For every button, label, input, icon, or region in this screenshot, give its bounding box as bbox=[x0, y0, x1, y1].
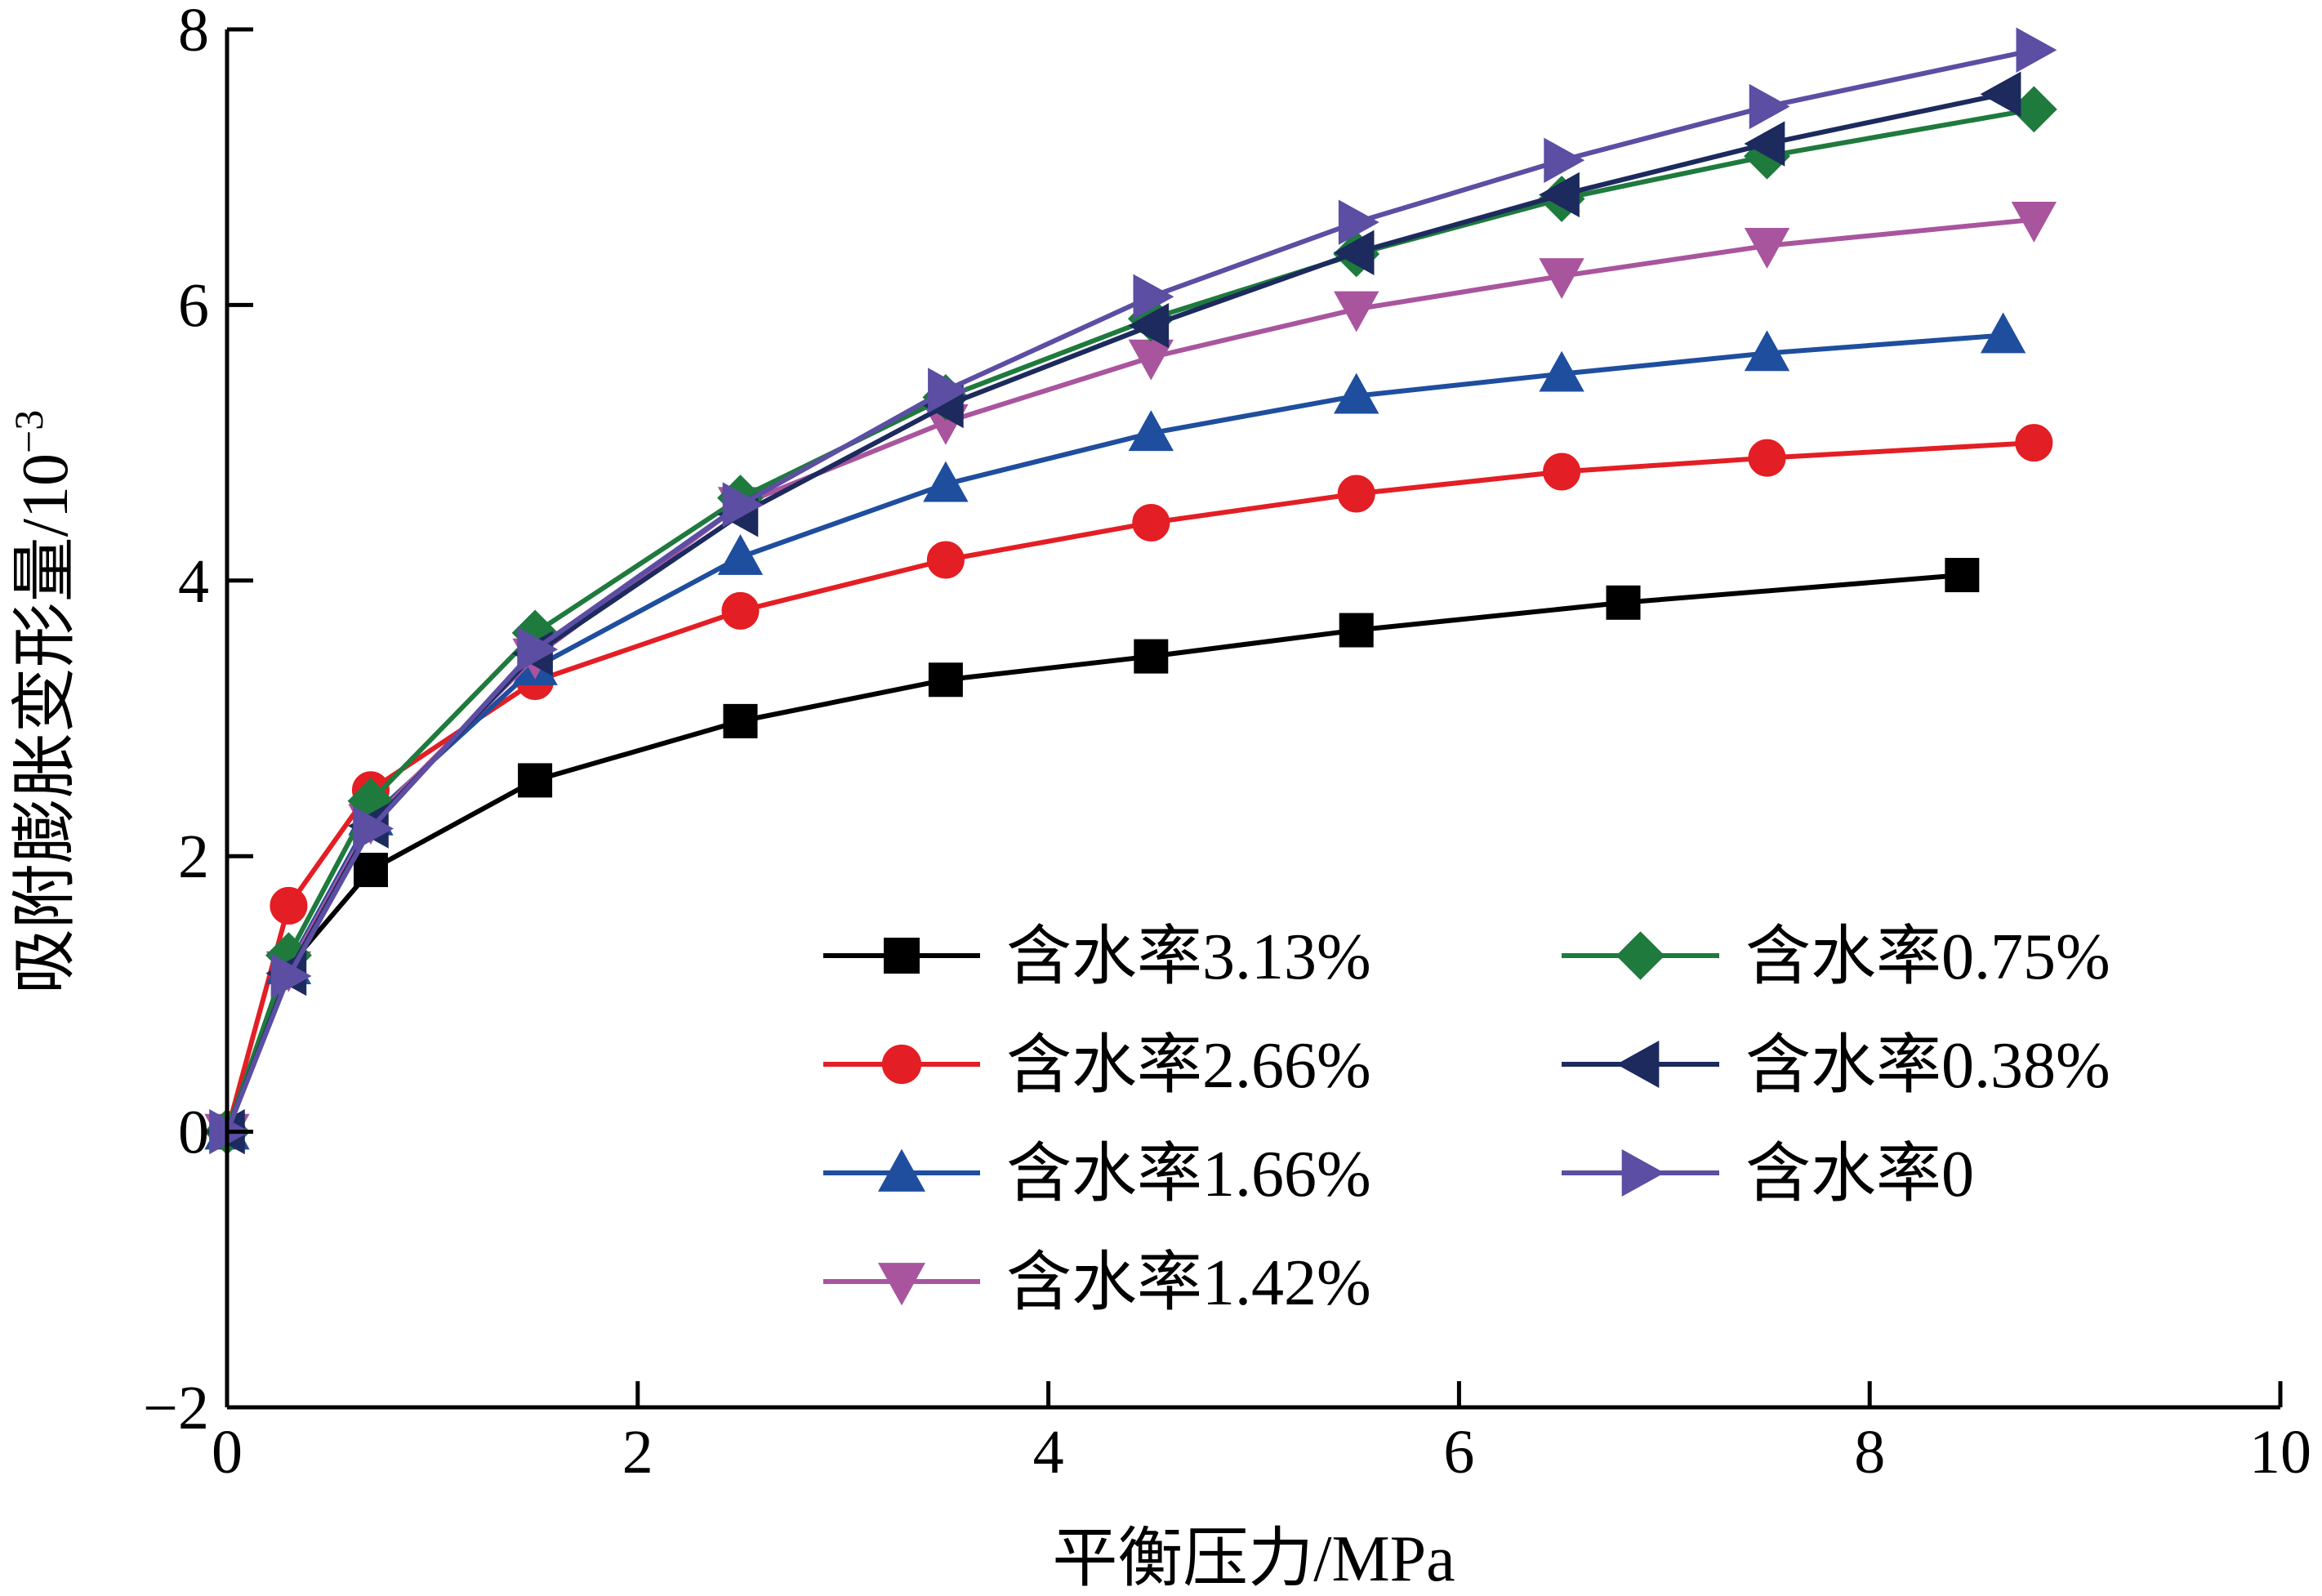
y-axis-label-text: 吸附膨胀变形量/10 bbox=[10, 453, 82, 994]
series-1 bbox=[210, 558, 1980, 1149]
data-point-marker bbox=[878, 1148, 925, 1192]
series-3 bbox=[204, 312, 2026, 1150]
data-point-marker bbox=[1133, 274, 1174, 319]
legend-label: 含水率0.38% bbox=[1745, 1030, 2110, 1102]
data-point-marker bbox=[2011, 202, 2057, 243]
x-tick-label: 8 bbox=[1854, 1418, 1885, 1487]
y-tick-label: −2 bbox=[143, 1374, 209, 1442]
data-point-marker bbox=[717, 534, 764, 575]
data-point-marker bbox=[881, 1044, 922, 1085]
y-tick-label: 2 bbox=[178, 823, 209, 891]
legend-item: 含水率2.66% bbox=[823, 1030, 1371, 1102]
legend-item: 含水率0 bbox=[1562, 1139, 1974, 1210]
data-point-marker bbox=[721, 591, 760, 630]
y-axis-label: 吸附膨胀变形量/10−3 bbox=[6, 410, 82, 994]
legend-label: 含水率0.75% bbox=[1745, 921, 2110, 993]
data-point-marker bbox=[1134, 639, 1169, 674]
legend-item: 含水率3.13% bbox=[823, 921, 1371, 993]
data-point-marker bbox=[353, 853, 388, 888]
data-point-marker bbox=[1334, 291, 1379, 332]
data-point-marker bbox=[1748, 439, 1786, 477]
series-line bbox=[225, 332, 2003, 1133]
x-tick-label: 2 bbox=[622, 1418, 653, 1487]
data-point-marker bbox=[1339, 613, 1374, 648]
legend-item: 含水率0.75% bbox=[1562, 921, 2110, 993]
data-point-marker bbox=[517, 626, 559, 672]
data-point-marker bbox=[1744, 121, 1785, 167]
series-7 bbox=[209, 27, 2057, 1155]
data-point-marker bbox=[1749, 83, 1790, 130]
x-tick-label: 4 bbox=[1033, 1418, 1064, 1487]
data-point-marker bbox=[2016, 27, 2057, 74]
data-point-marker bbox=[722, 482, 764, 528]
series-line bbox=[225, 440, 2035, 1133]
x-tick-label: 6 bbox=[1443, 1418, 1474, 1487]
y-ticks: −2 0 2 4 6 8 bbox=[143, 0, 253, 1442]
legend-label: 含水率3.13% bbox=[1006, 921, 1371, 993]
data-point-marker bbox=[270, 953, 312, 999]
data-point-marker bbox=[2015, 424, 2053, 462]
data-point-marker bbox=[1616, 1041, 1660, 1088]
x-tick-label: 10 bbox=[2249, 1418, 2311, 1487]
data-point-marker bbox=[1334, 372, 1379, 414]
data-point-marker bbox=[1338, 199, 1379, 245]
data-point-marker bbox=[518, 763, 553, 798]
data-point-marker bbox=[1333, 230, 1375, 275]
data-point-marker bbox=[1744, 330, 1790, 372]
data-point-marker bbox=[1606, 585, 1641, 620]
data-point-marker bbox=[1980, 71, 2021, 117]
data-point-marker bbox=[926, 541, 965, 579]
data-point-marker bbox=[1128, 410, 1174, 452]
y-tick-label: 0 bbox=[178, 1099, 209, 1167]
legend-item: 含水率1.66% bbox=[823, 1139, 1371, 1210]
series-line bbox=[225, 573, 1963, 1133]
data-point-marker bbox=[1544, 137, 1585, 183]
series-layer bbox=[203, 27, 2057, 1156]
data-point-marker bbox=[1539, 350, 1584, 392]
y-tick-label: 8 bbox=[178, 0, 209, 65]
plot-area bbox=[203, 27, 2057, 1156]
legend-label: 含水率1.42% bbox=[1006, 1247, 1371, 1319]
data-point-marker bbox=[270, 886, 308, 925]
y-tick-label: 4 bbox=[178, 547, 209, 616]
legend-item: 含水率0.38% bbox=[1562, 1030, 2110, 1102]
data-point-marker bbox=[1539, 172, 1580, 218]
legend-item: 含水率1.42% bbox=[823, 1247, 1371, 1319]
data-point-marker bbox=[1543, 452, 1581, 491]
legend-label: 含水率2.66% bbox=[1006, 1030, 1371, 1102]
data-point-marker bbox=[723, 703, 758, 738]
data-point-marker bbox=[1621, 1149, 1665, 1197]
data-point-marker bbox=[878, 1263, 925, 1306]
data-point-marker bbox=[353, 805, 394, 852]
legend-label: 含水率0 bbox=[1745, 1139, 1974, 1210]
y-axis-label-group: 吸附膨胀变形量/10−3 bbox=[6, 410, 82, 994]
legend: 含水率3.13% 含水率2.66% 含水率1.66% 含水率1.42% 含水率0.75%… bbox=[823, 921, 2110, 1319]
data-point-marker bbox=[923, 461, 969, 502]
data-point-marker bbox=[1980, 312, 2026, 354]
data-point-marker bbox=[1616, 931, 1665, 980]
y-axis-label-exponent: −3 bbox=[6, 410, 51, 453]
data-point-marker bbox=[1128, 303, 1170, 349]
data-point-marker bbox=[1132, 503, 1170, 542]
data-point-marker bbox=[928, 368, 969, 413]
y-tick-label: 6 bbox=[178, 271, 209, 340]
x-tick-label: 0 bbox=[212, 1418, 243, 1487]
x-ticks: 0 2 4 6 8 10 bbox=[212, 1381, 2311, 1487]
data-point-marker bbox=[1539, 258, 1584, 300]
legend-label: 含水率1.66% bbox=[1006, 1139, 1371, 1210]
data-point-marker bbox=[1945, 558, 1980, 593]
data-point-marker bbox=[1337, 475, 1375, 513]
data-point-marker bbox=[884, 938, 920, 974]
series-4 bbox=[204, 202, 2057, 1155]
data-point-marker bbox=[1744, 228, 1790, 269]
data-point-marker bbox=[928, 662, 963, 698]
x-axis-label: 平衡压力/MPa bbox=[1052, 1523, 1455, 1595]
